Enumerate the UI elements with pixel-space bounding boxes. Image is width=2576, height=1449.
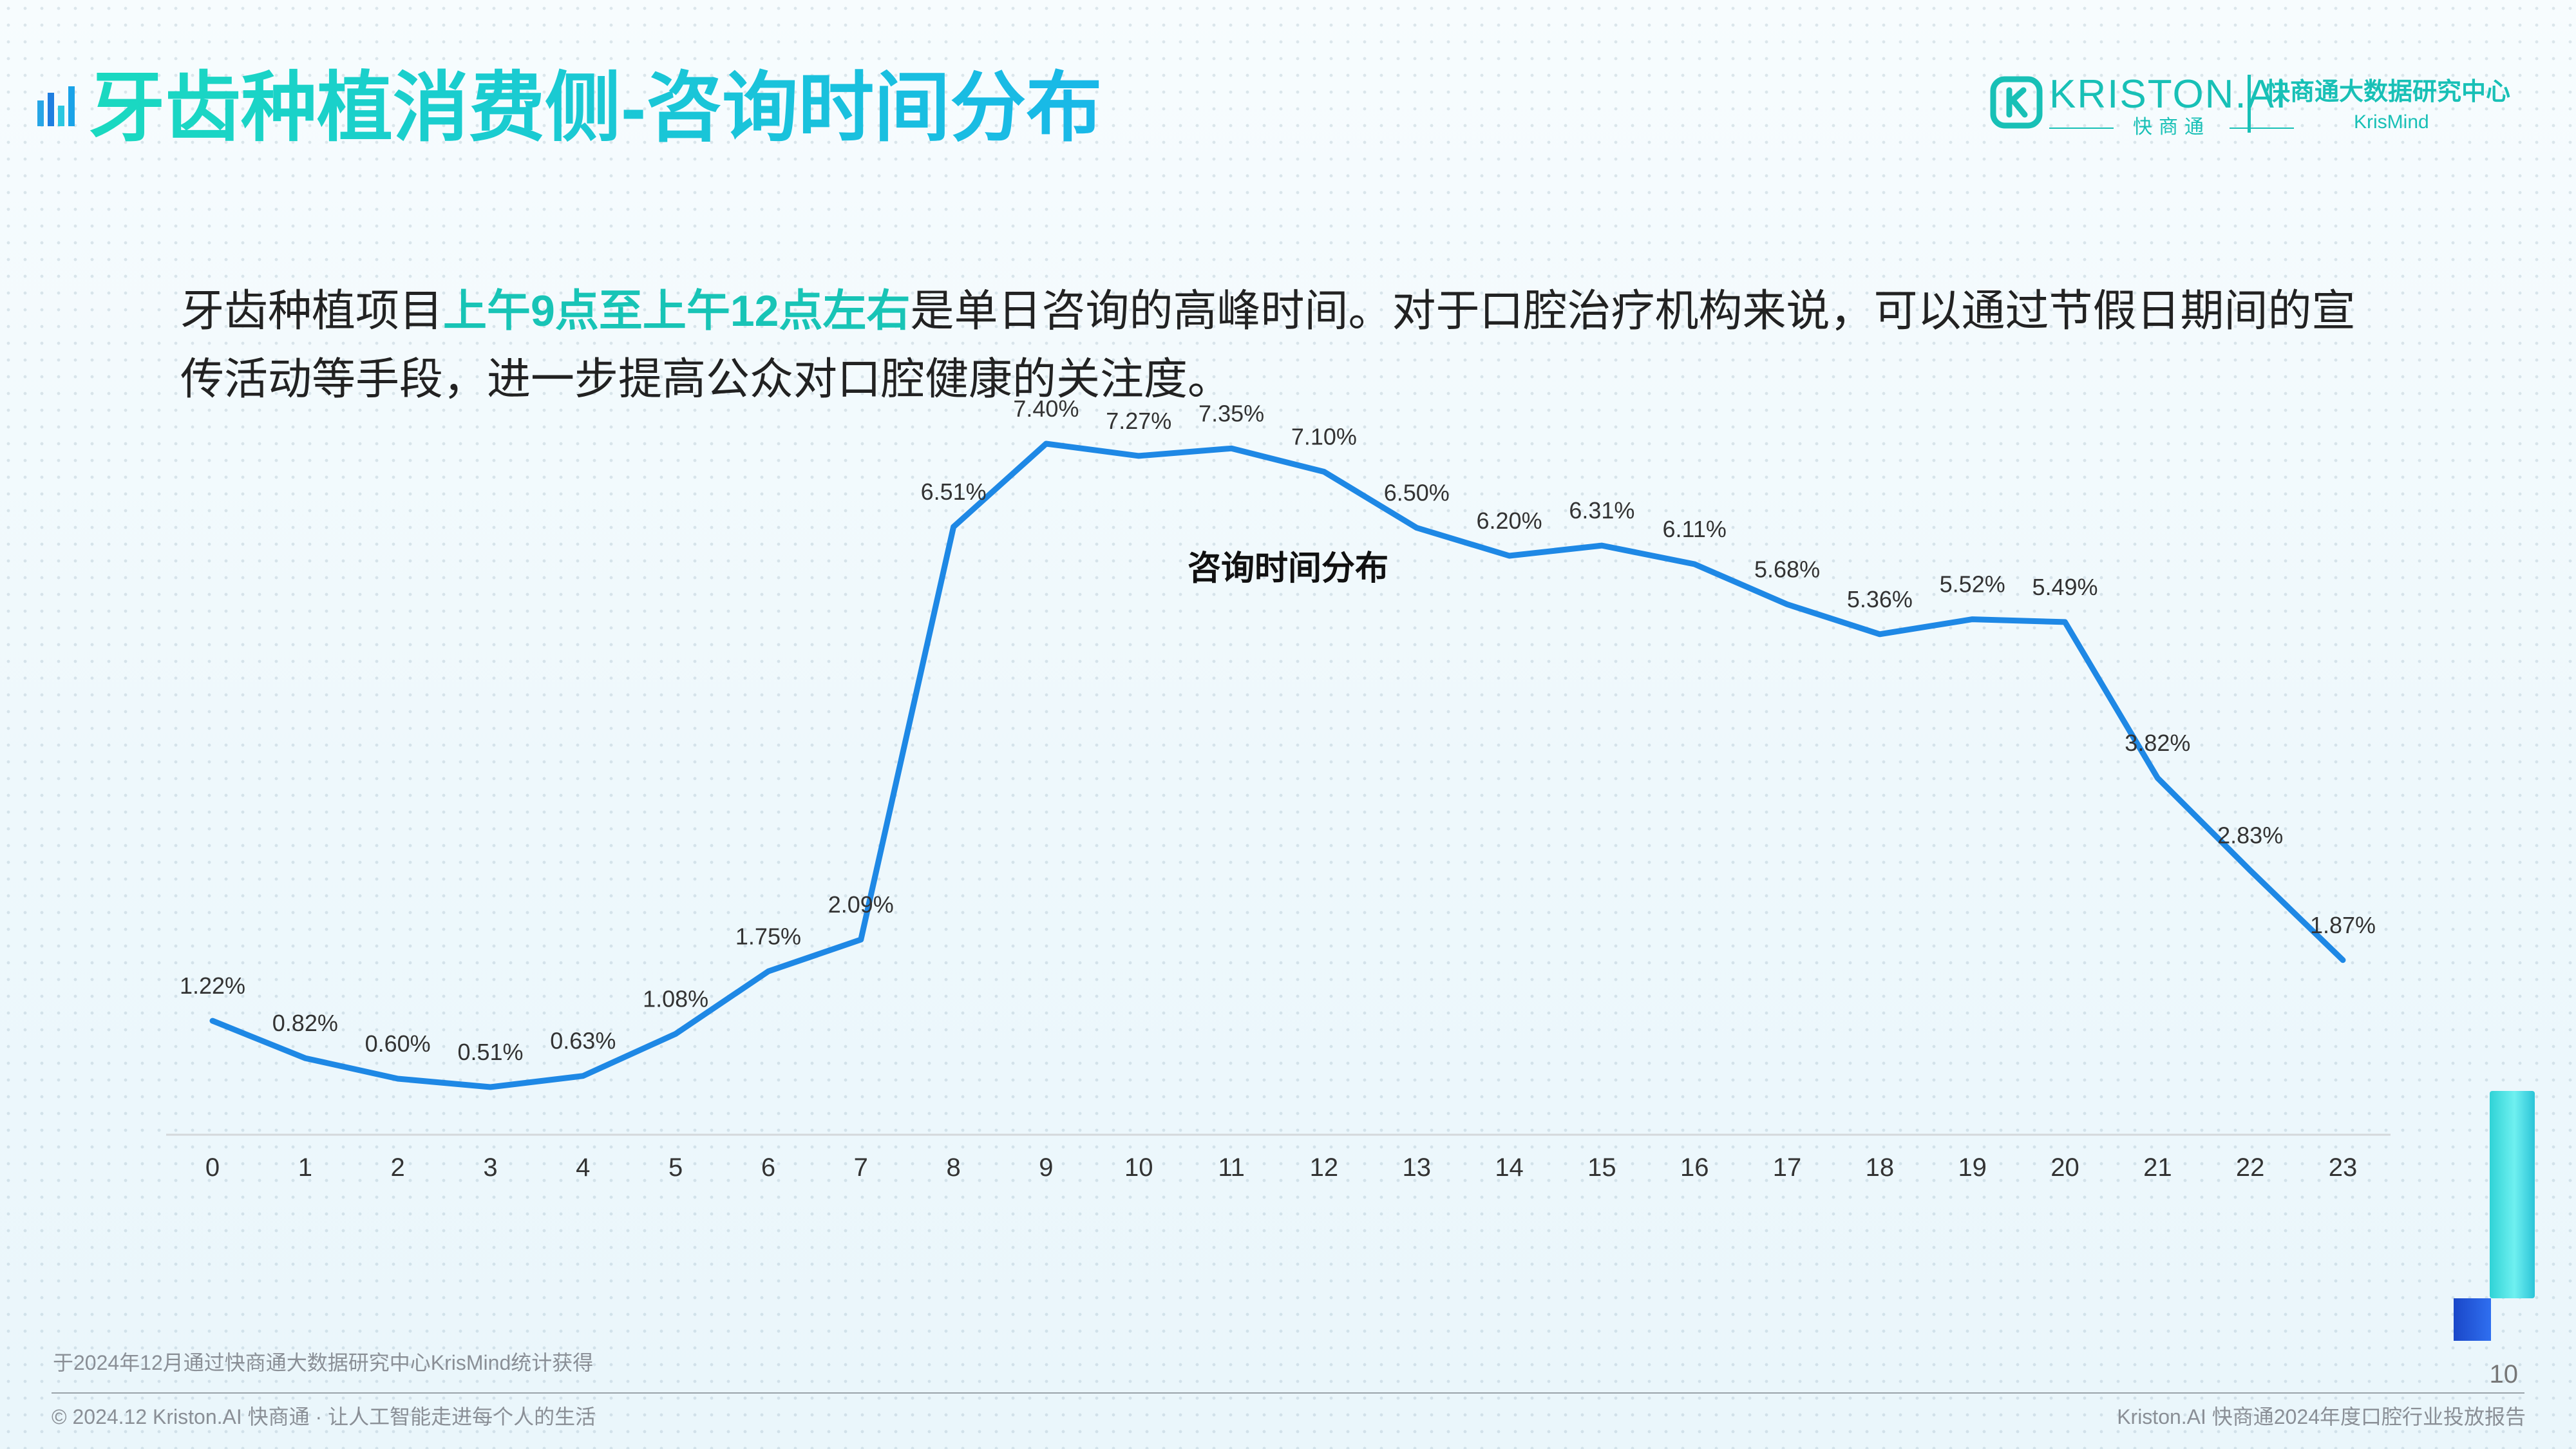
x-tick-label: 6 [761, 1153, 775, 1182]
series-line-layer [209, 440, 2346, 1090]
data-label: 6.20% [1477, 507, 1542, 534]
data-point [1786, 603, 1789, 606]
decorative-square [2454, 1298, 2491, 1341]
series-line [209, 440, 2346, 1090]
data-label-layer: 1.22% 0.82% 0.60% 0.51% 0.63% 1.08% 1.75% 2.09%… [180, 395, 2376, 1065]
x-tick-label: 5 [668, 1153, 683, 1182]
data-label: 6.51% [921, 478, 987, 505]
data-point [1971, 618, 1974, 621]
data-label: 6.31% [1569, 497, 1634, 524]
data-point [1137, 454, 1141, 457]
brand-center-name: 快商通大数据研究中心 [2266, 79, 2511, 106]
data-point [1600, 544, 1604, 547]
x-tick-label: 4 [576, 1153, 590, 1182]
data-label: 0.51% [457, 1039, 523, 1065]
data-label: 3.82% [2125, 730, 2190, 756]
page-title: 牙齿种植消费侧-咨询时间分布 [89, 63, 1102, 153]
data-point [1230, 447, 1233, 450]
x-tick-label: 17 [1773, 1153, 1802, 1182]
description: 牙齿种植项目上午9点至上午12点左右是单日咨询的高峰时间。对于口腔治疗机构来说，… [180, 277, 2370, 413]
data-label: 7.27% [1106, 408, 1171, 434]
data-label: 7.40% [1013, 395, 1079, 422]
data-label: 2.83% [2217, 822, 2283, 849]
x-tick-label: 9 [1039, 1153, 1053, 1182]
description-part2: 是单日咨询的高峰时间。对于口腔治疗机构来说，可以通过节假日期间的宣传活动等手段，… [180, 287, 2356, 404]
x-tick-label: 7 [854, 1153, 868, 1182]
x-tick-label: 8 [946, 1153, 960, 1182]
data-label: 1.75% [735, 923, 801, 949]
x-tick-label: 18 [1866, 1153, 1895, 1182]
data-point [211, 1019, 214, 1023]
data-point [766, 970, 770, 973]
data-label: 1.08% [643, 985, 708, 1012]
data-point [674, 1032, 677, 1036]
data-label: 0.60% [365, 1030, 431, 1057]
x-tick-label: 2 [391, 1153, 405, 1182]
data-point [1322, 470, 1325, 473]
data-point [1878, 632, 1881, 636]
data-point [2156, 777, 2159, 780]
x-tick-label: 1 [298, 1153, 312, 1182]
data-point [2063, 620, 2067, 623]
x-tick-label: 15 [1587, 1153, 1616, 1182]
description-part1: 牙齿种植项目 [180, 287, 444, 336]
data-label: 6.50% [1384, 480, 1450, 506]
data-label: 0.82% [272, 1010, 338, 1036]
page-number: 10 [2489, 1360, 2519, 1388]
brand-logo: KRISTON.AI 快商通 快商通大数据研究中心 KrisMind [1990, 71, 2544, 142]
data-label: 2.09% [828, 891, 894, 918]
data-label: 1.87% [2310, 912, 2376, 938]
data-point [2342, 958, 2344, 961]
x-tick-label: 20 [2050, 1153, 2079, 1182]
bar-chart-icon [37, 86, 75, 126]
data-point [952, 526, 955, 529]
data-point [1415, 526, 1418, 529]
data-label: 5.52% [1940, 571, 2005, 598]
data-label: 7.10% [1291, 424, 1357, 450]
x-tick-label: 23 [2329, 1153, 2358, 1182]
x-tick-label: 22 [2236, 1153, 2265, 1182]
x-tick-label: 14 [1495, 1153, 1524, 1182]
brand-divider [2248, 75, 2251, 133]
tick-label-layer: 0 1 2 3 4 5 6 7 8 9 10 11 12 13 14 15 16 17 18 19 20 21 22 23 [205, 1153, 2357, 1182]
data-point [859, 938, 862, 941]
brand-center-en: KrisMind [2354, 111, 2429, 133]
footer-divider [52, 1392, 2524, 1394]
data-label: 1.22% [180, 972, 245, 999]
data-point [303, 1057, 307, 1060]
x-tick-label: 3 [483, 1153, 497, 1182]
brand-sub: 快商通 [2049, 116, 2294, 139]
data-label: 5.49% [2032, 574, 2098, 600]
data-label: 0.63% [550, 1028, 616, 1054]
kriston-logo-icon [1990, 76, 2043, 129]
x-tick-label: 12 [1310, 1153, 1339, 1182]
data-point [489, 1086, 492, 1089]
x-tick-label: 10 [1124, 1153, 1153, 1182]
source-note: 于2024年12月通过快商通大数据研究中心KrisMind统计获得 [53, 1351, 594, 1374]
brand-name: KRISTON.AI [2049, 72, 2288, 117]
x-tick-label: 13 [1402, 1153, 1431, 1182]
x-tick-label: 19 [1958, 1153, 1987, 1182]
data-point [2249, 869, 2252, 872]
data-point [582, 1074, 585, 1077]
data-point [1045, 442, 1048, 445]
x-tick-label: 0 [205, 1153, 220, 1182]
data-label: 7.35% [1198, 400, 1264, 426]
data-point [1693, 563, 1696, 566]
decorative-bar [2490, 1091, 2535, 1298]
data-label: 5.36% [1847, 586, 1913, 612]
data-label: 5.68% [1754, 556, 1820, 582]
data-label: 6.11% [1663, 516, 1727, 542]
data-point [396, 1077, 399, 1080]
chart-title: 咨询时间分布 [1188, 550, 1388, 587]
x-tick-label: 21 [2143, 1153, 2172, 1182]
x-tick-label: 11 [1218, 1153, 1245, 1182]
description-highlight: 上午9点至上午12点左右 [443, 287, 911, 336]
data-point [1508, 554, 1511, 557]
x-tick-label: 16 [1680, 1153, 1709, 1182]
report-name: Kriston.AI 快商通2024年度口腔行业投放报告 [2117, 1405, 2526, 1428]
copyright: © 2024.12 Kriston.AI 快商通 · 让人工智能走进每个人的生活 [52, 1405, 596, 1428]
